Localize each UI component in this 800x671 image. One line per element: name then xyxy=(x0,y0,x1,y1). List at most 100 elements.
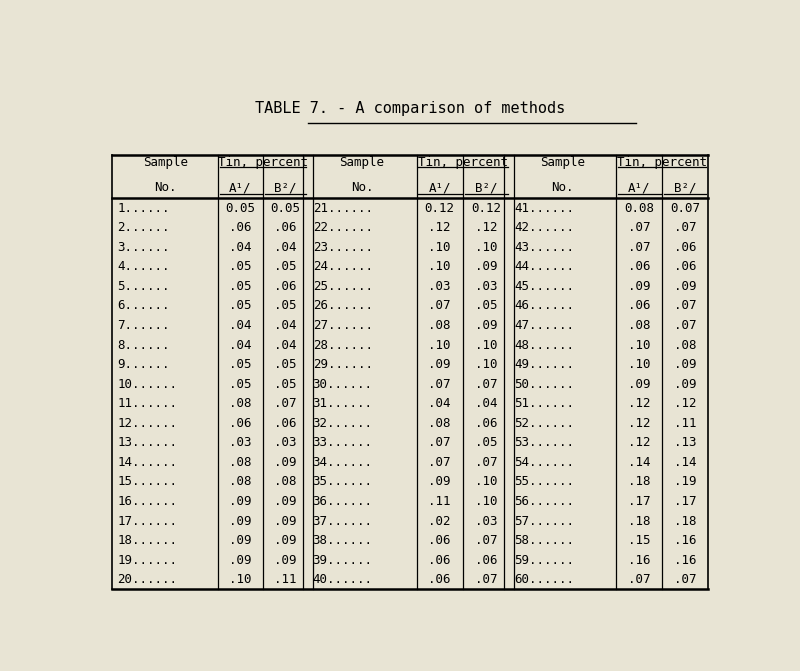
Text: .07: .07 xyxy=(674,221,696,234)
Text: .09: .09 xyxy=(474,260,498,273)
Text: 42......: 42...... xyxy=(514,221,574,234)
Text: 21......: 21...... xyxy=(313,202,373,215)
Text: .05: .05 xyxy=(229,299,251,313)
Text: A¹/: A¹/ xyxy=(229,181,251,194)
Text: 3......: 3...... xyxy=(118,241,170,254)
Text: .06: .06 xyxy=(628,260,650,273)
Text: .03: .03 xyxy=(429,280,451,293)
Text: .08: .08 xyxy=(229,456,251,469)
Text: 0.08: 0.08 xyxy=(624,202,654,215)
Text: Tin, percent: Tin, percent xyxy=(418,156,508,169)
Text: 32......: 32...... xyxy=(313,417,373,429)
Text: 4......: 4...... xyxy=(118,260,170,273)
Text: .06: .06 xyxy=(474,417,498,429)
Text: .03: .03 xyxy=(474,515,498,527)
Text: .07: .07 xyxy=(274,397,297,410)
Text: .06: .06 xyxy=(429,534,451,547)
Text: .05: .05 xyxy=(229,378,251,391)
Text: .02: .02 xyxy=(429,515,451,527)
Text: .16: .16 xyxy=(674,534,696,547)
Text: 1......: 1...... xyxy=(118,202,170,215)
Text: No.: No. xyxy=(351,181,374,194)
Text: 59......: 59...... xyxy=(514,554,574,566)
Text: .07: .07 xyxy=(628,241,650,254)
Text: 56......: 56...... xyxy=(514,495,574,508)
Text: A¹/: A¹/ xyxy=(628,181,650,194)
Text: .03: .03 xyxy=(474,280,498,293)
Text: Sample: Sample xyxy=(340,156,385,169)
Text: .05: .05 xyxy=(274,378,297,391)
Text: .09: .09 xyxy=(274,515,297,527)
Text: 33......: 33...... xyxy=(313,436,373,450)
Text: .10: .10 xyxy=(429,260,451,273)
Text: .17: .17 xyxy=(674,495,696,508)
Text: .06: .06 xyxy=(274,221,297,234)
Text: 41......: 41...... xyxy=(514,202,574,215)
Text: .04: .04 xyxy=(229,241,251,254)
Text: 19......: 19...... xyxy=(118,554,178,566)
Text: 2......: 2...... xyxy=(118,221,170,234)
Text: 36......: 36...... xyxy=(313,495,373,508)
Text: 16......: 16...... xyxy=(118,495,178,508)
Text: .05: .05 xyxy=(229,358,251,371)
Text: .10: .10 xyxy=(474,476,498,488)
Text: .16: .16 xyxy=(674,554,696,566)
Text: .06: .06 xyxy=(474,554,498,566)
Text: .12: .12 xyxy=(474,221,498,234)
Text: .06: .06 xyxy=(674,260,696,273)
Text: .04: .04 xyxy=(429,397,451,410)
Text: .07: .07 xyxy=(429,456,451,469)
Text: .09: .09 xyxy=(628,378,650,391)
Text: 44......: 44...... xyxy=(514,260,574,273)
Text: .09: .09 xyxy=(674,358,696,371)
Text: 52......: 52...... xyxy=(514,417,574,429)
Text: B²/: B²/ xyxy=(674,181,696,194)
Text: 27......: 27...... xyxy=(313,319,373,332)
Text: .09: .09 xyxy=(274,534,297,547)
Text: 13......: 13...... xyxy=(118,436,178,450)
Text: 55......: 55...... xyxy=(514,476,574,488)
Text: 25......: 25...... xyxy=(313,280,373,293)
Text: 6......: 6...... xyxy=(118,299,170,313)
Text: 12......: 12...... xyxy=(118,417,178,429)
Text: 0.05: 0.05 xyxy=(270,202,300,215)
Text: 11......: 11...... xyxy=(118,397,178,410)
Text: .12: .12 xyxy=(628,436,650,450)
Text: .05: .05 xyxy=(274,358,297,371)
Text: .08: .08 xyxy=(674,339,696,352)
Text: 22......: 22...... xyxy=(313,221,373,234)
Text: 23......: 23...... xyxy=(313,241,373,254)
Text: B²/: B²/ xyxy=(274,181,297,194)
Text: 26......: 26...... xyxy=(313,299,373,313)
Text: 15......: 15...... xyxy=(118,476,178,488)
Text: .06: .06 xyxy=(229,417,251,429)
Text: 53......: 53...... xyxy=(514,436,574,450)
Text: .10: .10 xyxy=(429,241,451,254)
Text: .14: .14 xyxy=(674,456,696,469)
Text: .03: .03 xyxy=(274,436,297,450)
Text: 24......: 24...... xyxy=(313,260,373,273)
Text: Tin, percent: Tin, percent xyxy=(218,156,308,169)
Text: 20......: 20...... xyxy=(118,573,178,586)
Text: 17......: 17...... xyxy=(118,515,178,527)
Text: Sample: Sample xyxy=(142,156,188,169)
Text: .07: .07 xyxy=(674,319,696,332)
Text: .08: .08 xyxy=(229,476,251,488)
Text: .06: .06 xyxy=(628,299,650,313)
Text: .13: .13 xyxy=(674,436,696,450)
Text: .09: .09 xyxy=(674,378,696,391)
Text: .05: .05 xyxy=(274,260,297,273)
Text: .08: .08 xyxy=(429,319,451,332)
Text: .10: .10 xyxy=(474,495,498,508)
Text: 58......: 58...... xyxy=(514,534,574,547)
Text: TABLE 7. - A comparison of methods: TABLE 7. - A comparison of methods xyxy=(255,101,565,116)
Text: .11: .11 xyxy=(429,495,451,508)
Text: 45......: 45...... xyxy=(514,280,574,293)
Text: .07: .07 xyxy=(628,573,650,586)
Text: .12: .12 xyxy=(628,417,650,429)
Text: .18: .18 xyxy=(674,515,696,527)
Text: .06: .06 xyxy=(274,280,297,293)
Text: 0.05: 0.05 xyxy=(226,202,255,215)
Text: .05: .05 xyxy=(474,436,498,450)
Text: 31......: 31...... xyxy=(313,397,373,410)
